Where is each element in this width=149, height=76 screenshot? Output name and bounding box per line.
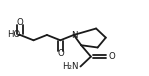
- Text: O: O: [17, 18, 24, 27]
- Text: O: O: [58, 49, 65, 58]
- Text: HO: HO: [7, 30, 20, 39]
- Text: N: N: [71, 31, 78, 40]
- Text: H₂N: H₂N: [62, 62, 79, 71]
- Text: O: O: [108, 52, 115, 61]
